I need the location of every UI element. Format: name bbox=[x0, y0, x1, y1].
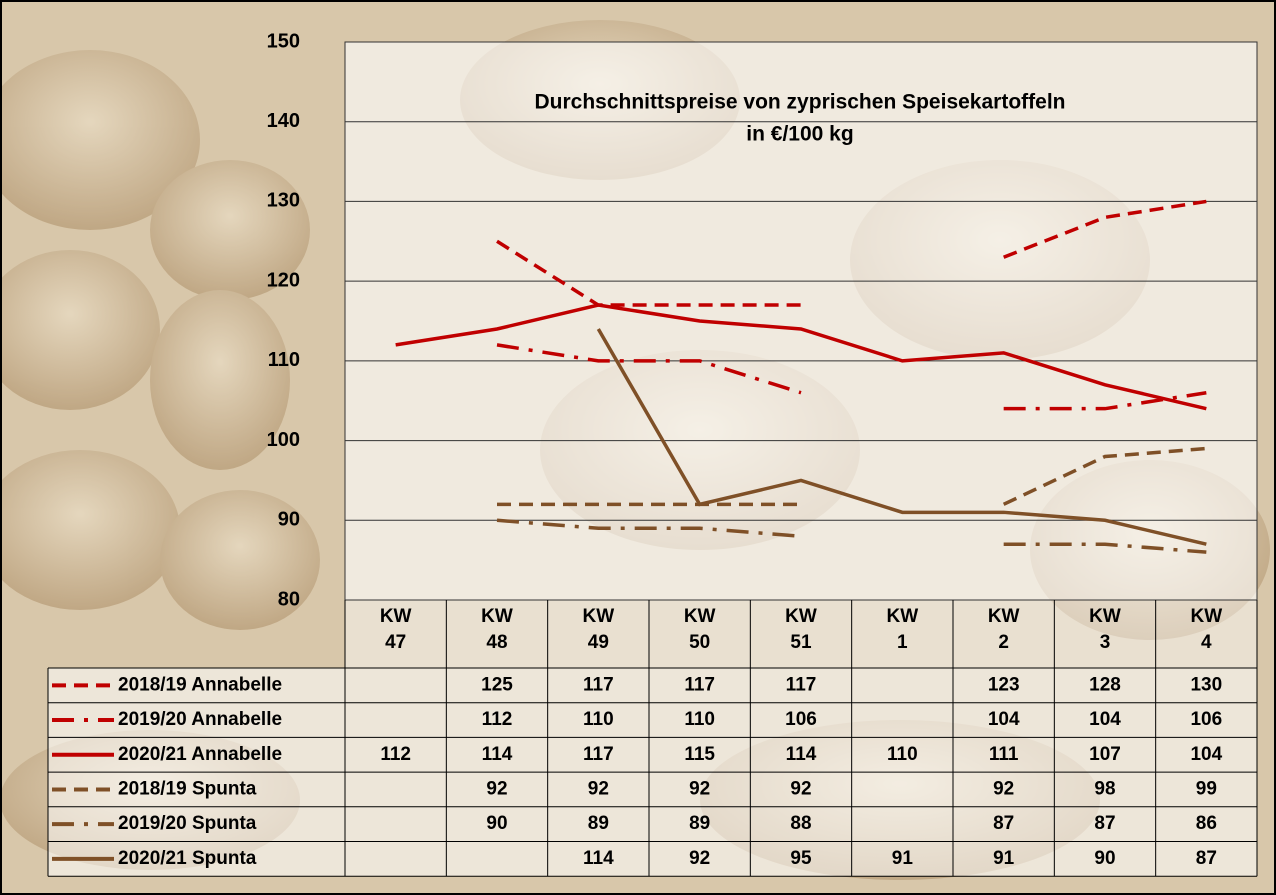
table-value: 104 bbox=[988, 709, 1020, 730]
table-value: 90 bbox=[1094, 848, 1115, 869]
table-value: 106 bbox=[1190, 709, 1222, 730]
table-value: 88 bbox=[790, 813, 811, 834]
table-value: 92 bbox=[588, 778, 609, 799]
page: Durchschnittspreise von zyprischen Speis… bbox=[0, 0, 1276, 895]
table-value: 114 bbox=[482, 744, 513, 765]
table-value: 89 bbox=[689, 813, 710, 834]
y-tick-label: 80 bbox=[278, 588, 300, 610]
legend-label: 2018/19 Spunta bbox=[118, 778, 257, 799]
table-value: 95 bbox=[790, 848, 812, 869]
table-value: 89 bbox=[588, 813, 609, 834]
table-value: 117 bbox=[684, 674, 715, 695]
legend-label: 2019/20 Annabelle bbox=[118, 709, 282, 730]
table-value: 91 bbox=[993, 848, 1015, 869]
table-value: 106 bbox=[785, 709, 817, 730]
chart-title: Durchschnittspreise von zyprischen Speis… bbox=[535, 91, 1066, 114]
table-value: 128 bbox=[1089, 674, 1121, 695]
table-value: 98 bbox=[1094, 778, 1115, 799]
table-value: 130 bbox=[1190, 674, 1222, 695]
table-value: 92 bbox=[689, 778, 710, 799]
legend-label: 2018/19 Annabelle bbox=[118, 674, 282, 695]
table-value: 117 bbox=[583, 744, 614, 765]
y-tick-label: 90 bbox=[278, 509, 300, 531]
y-tick-label: 110 bbox=[268, 349, 300, 371]
table-value: 117 bbox=[786, 674, 817, 695]
table-value: 90 bbox=[486, 813, 507, 834]
table-value: 92 bbox=[486, 778, 507, 799]
table-value: 112 bbox=[482, 709, 513, 730]
chart-subtitle: in €/100 kg bbox=[746, 123, 853, 146]
y-tick-label: 100 bbox=[267, 429, 300, 451]
table-value: 115 bbox=[684, 744, 715, 765]
y-tick-label: 150 bbox=[267, 30, 300, 52]
table-value: 86 bbox=[1196, 813, 1217, 834]
table-value: 92 bbox=[790, 778, 811, 799]
table-value: 92 bbox=[689, 848, 710, 869]
y-tick-label: 130 bbox=[267, 190, 300, 212]
table-value: 99 bbox=[1196, 778, 1217, 799]
table-value: 92 bbox=[993, 778, 1014, 799]
legend-label: 2019/20 Spunta bbox=[118, 813, 257, 834]
legend-label: 2020/21 Spunta bbox=[118, 848, 257, 869]
table-value: 123 bbox=[988, 674, 1020, 695]
table-value: 104 bbox=[1190, 744, 1222, 765]
table-value: 114 bbox=[583, 848, 614, 869]
chart: Durchschnittspreise von zyprischen Speis… bbox=[0, 0, 1276, 895]
legend-label: 2020/21 Annabelle bbox=[118, 744, 282, 765]
table-value: 114 bbox=[786, 744, 817, 765]
table-value: 91 bbox=[892, 848, 914, 869]
table-value: 125 bbox=[481, 674, 513, 695]
table-value: 117 bbox=[583, 674, 614, 695]
table-value: 110 bbox=[887, 744, 918, 765]
table-value: 104 bbox=[1089, 709, 1121, 730]
table-value: 112 bbox=[380, 744, 411, 765]
table-value: 110 bbox=[684, 709, 715, 730]
table-value: 111 bbox=[989, 744, 1019, 765]
y-tick-label: 120 bbox=[267, 269, 300, 291]
table-value: 87 bbox=[1094, 813, 1115, 834]
table-value: 110 bbox=[583, 709, 614, 730]
y-tick-label: 140 bbox=[267, 110, 300, 132]
table-value: 87 bbox=[1196, 848, 1217, 869]
table-value: 107 bbox=[1089, 744, 1121, 765]
table-value: 87 bbox=[993, 813, 1014, 834]
